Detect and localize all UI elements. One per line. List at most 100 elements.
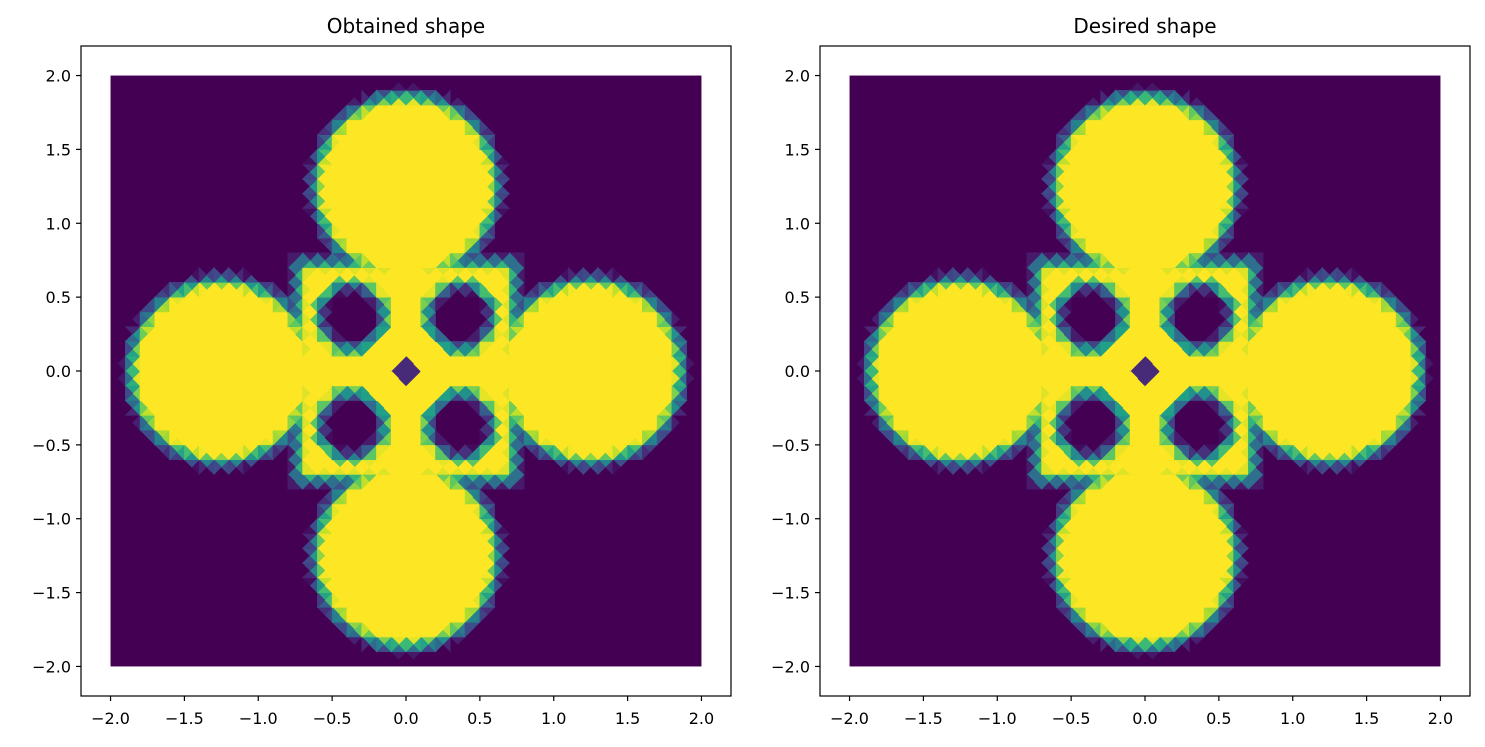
mesh-cell xyxy=(952,340,961,357)
mesh-cell xyxy=(982,458,991,476)
mesh-cell xyxy=(435,163,444,180)
mesh-cell xyxy=(597,399,606,417)
mesh-cell xyxy=(612,340,621,357)
mesh-cell xyxy=(228,385,237,402)
mesh-cell xyxy=(582,399,592,417)
mesh-cell xyxy=(656,370,665,387)
mesh-cell xyxy=(893,385,902,402)
mesh-cell xyxy=(213,355,222,372)
mesh-cell xyxy=(450,444,459,461)
mesh-cell xyxy=(228,414,237,431)
mesh-cell xyxy=(346,518,355,535)
mesh-cell xyxy=(198,414,207,431)
mesh-cell xyxy=(450,532,459,549)
mesh-cell xyxy=(317,591,326,609)
mesh-cell xyxy=(139,355,148,372)
density-field xyxy=(849,75,1441,667)
mesh-cell xyxy=(982,296,991,313)
mesh-cell xyxy=(184,414,193,431)
mesh-cell xyxy=(405,473,414,490)
mesh-cell xyxy=(450,266,459,284)
mesh-cell xyxy=(553,340,562,357)
mesh-cell xyxy=(361,636,370,653)
mesh-cell xyxy=(523,355,532,372)
mesh-cell xyxy=(198,399,207,417)
mesh-cell xyxy=(213,444,222,461)
mesh-cell xyxy=(538,399,547,417)
mesh-cell xyxy=(479,385,488,402)
x-tick-label: 2.0 xyxy=(689,709,714,728)
mesh-cell xyxy=(612,325,621,343)
mesh-cell xyxy=(390,119,400,136)
mesh-cell xyxy=(302,296,311,313)
mesh-cell xyxy=(420,532,429,549)
mesh-cell xyxy=(405,636,414,653)
mesh-cell xyxy=(642,296,651,313)
mesh-cell xyxy=(908,399,917,417)
mesh-cell xyxy=(435,532,444,549)
mesh-cell xyxy=(450,370,459,387)
mesh-cell xyxy=(952,429,961,446)
mesh-cell xyxy=(154,355,163,372)
mesh-cell xyxy=(952,414,961,431)
mesh-cell xyxy=(923,325,932,343)
mesh-cell xyxy=(420,178,429,195)
mesh-cell xyxy=(420,148,429,165)
mesh-cell xyxy=(390,133,400,151)
mesh-cell xyxy=(479,266,488,284)
mesh-cell xyxy=(464,207,473,224)
mesh-cell xyxy=(1026,458,1035,476)
mesh-cell xyxy=(420,444,429,461)
mesh-cell xyxy=(405,104,414,121)
mesh-cell xyxy=(967,340,976,357)
mesh-cell xyxy=(405,281,414,298)
mesh-cell xyxy=(376,222,385,239)
mesh-cell xyxy=(568,385,577,402)
mesh-cell xyxy=(361,444,370,461)
mesh-cell xyxy=(642,281,651,298)
mesh-cell xyxy=(494,252,503,269)
mesh-cell xyxy=(287,281,296,298)
mesh-cell xyxy=(449,97,466,106)
mesh-cell xyxy=(331,370,340,387)
mesh-cell xyxy=(450,473,459,490)
mesh-cell xyxy=(420,503,429,520)
mesh-cell xyxy=(642,414,651,431)
mesh-cell xyxy=(169,429,178,446)
mesh-cell xyxy=(302,370,311,387)
mesh-cell xyxy=(302,340,311,357)
mesh-cell xyxy=(331,488,340,505)
mesh-cell xyxy=(996,370,1006,387)
mesh-cell xyxy=(198,355,207,372)
mesh-cell xyxy=(479,444,488,461)
mesh-cell xyxy=(390,340,400,357)
mesh-cell xyxy=(494,473,503,490)
mesh-cell xyxy=(376,577,385,594)
mesh-cell xyxy=(523,414,532,431)
mesh-cell xyxy=(435,488,444,505)
mesh-cell xyxy=(317,340,326,357)
mesh-cell xyxy=(878,355,887,372)
mesh-cell xyxy=(257,325,267,343)
mesh-cell xyxy=(523,296,532,313)
mesh-cell xyxy=(213,311,222,328)
mesh-cell xyxy=(287,340,296,357)
mesh-cell xyxy=(509,296,518,313)
mesh-cell xyxy=(686,355,695,372)
mesh-cell xyxy=(376,89,385,106)
mesh-cell xyxy=(420,399,429,417)
mesh-cell xyxy=(1011,325,1020,343)
mesh-cell xyxy=(509,281,518,298)
mesh-cell xyxy=(494,296,503,313)
mesh-cell xyxy=(257,281,267,298)
mesh-cell xyxy=(257,429,267,446)
mesh-cell xyxy=(420,222,429,239)
mesh-cell xyxy=(923,385,932,402)
mesh-cell xyxy=(228,325,237,343)
mesh-cell xyxy=(952,296,961,313)
mesh-cell xyxy=(509,266,518,284)
mesh-cell xyxy=(509,414,518,431)
mesh-cell xyxy=(376,429,385,446)
mesh-cell xyxy=(1011,311,1020,328)
mesh-cell xyxy=(893,355,902,372)
